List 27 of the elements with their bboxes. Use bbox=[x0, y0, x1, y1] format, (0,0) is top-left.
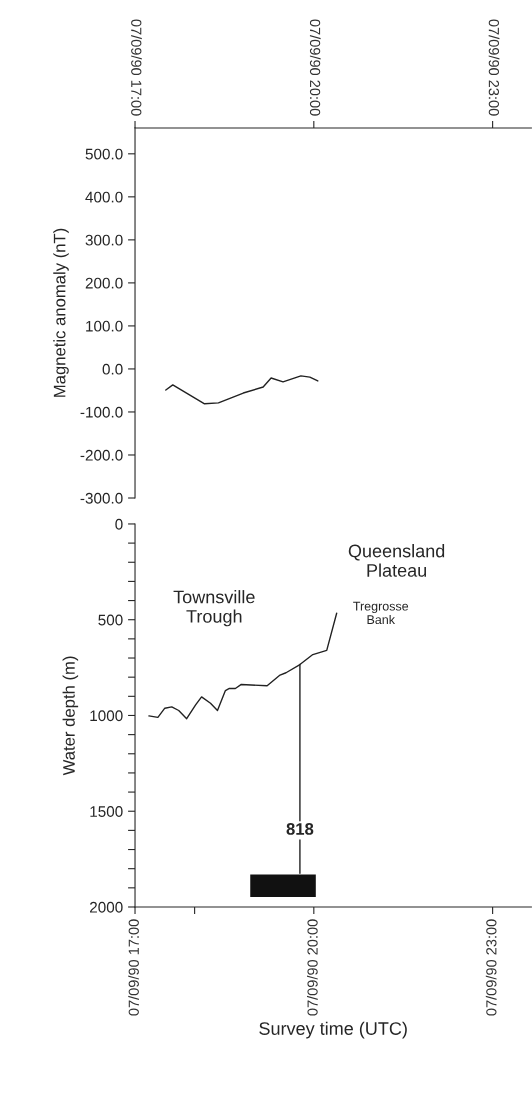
y-tick-label: -300.0 bbox=[80, 492, 123, 504]
x-tick-label: 07/09/90 17:00 bbox=[128, 919, 139, 1016]
y-tick-label: 500 bbox=[98, 614, 123, 626]
y-tick-label: 200.0 bbox=[85, 277, 123, 289]
x-tick-label: 07/09/90 20:00 bbox=[309, 19, 321, 116]
annotation: Queensland Plateau bbox=[348, 544, 445, 577]
y-tick-label: 2000 bbox=[90, 901, 123, 913]
y-tick-label: 0 bbox=[115, 518, 123, 530]
y-tick-label: 400.0 bbox=[85, 191, 123, 203]
annotation: Townsville Trough bbox=[173, 590, 255, 627]
y-tick-label: -100.0 bbox=[80, 406, 123, 418]
annotation: 818 bbox=[286, 823, 314, 835]
y-tick-label: 1500 bbox=[90, 806, 123, 817]
x-tick-label: 07/09/90 20:00 bbox=[307, 919, 318, 1016]
y-tick-label: 300.0 bbox=[85, 234, 123, 246]
x-tick-label: 07/09/90 17:00 bbox=[131, 19, 142, 116]
y-tick-label: 0.0 bbox=[102, 363, 123, 375]
y-axis-title: Water depth (m) bbox=[62, 656, 79, 776]
y-tick-label: -200.0 bbox=[80, 449, 123, 461]
x-tick-label: 07/09/90 23:00 bbox=[488, 19, 500, 116]
x-axis-title: Survey time (UTC) bbox=[259, 1021, 407, 1039]
y-axis-title: Magnetic anomaly (nT) bbox=[53, 228, 69, 397]
y-tick-label: 500.0 bbox=[85, 148, 123, 160]
y-tick-label: 1000 bbox=[90, 710, 123, 722]
x-tick-label: 07/09/90 23:00 bbox=[485, 919, 497, 1016]
y-tick-label: 100.0 bbox=[86, 320, 123, 332]
annotation: Tregrosse Bank bbox=[353, 601, 409, 625]
